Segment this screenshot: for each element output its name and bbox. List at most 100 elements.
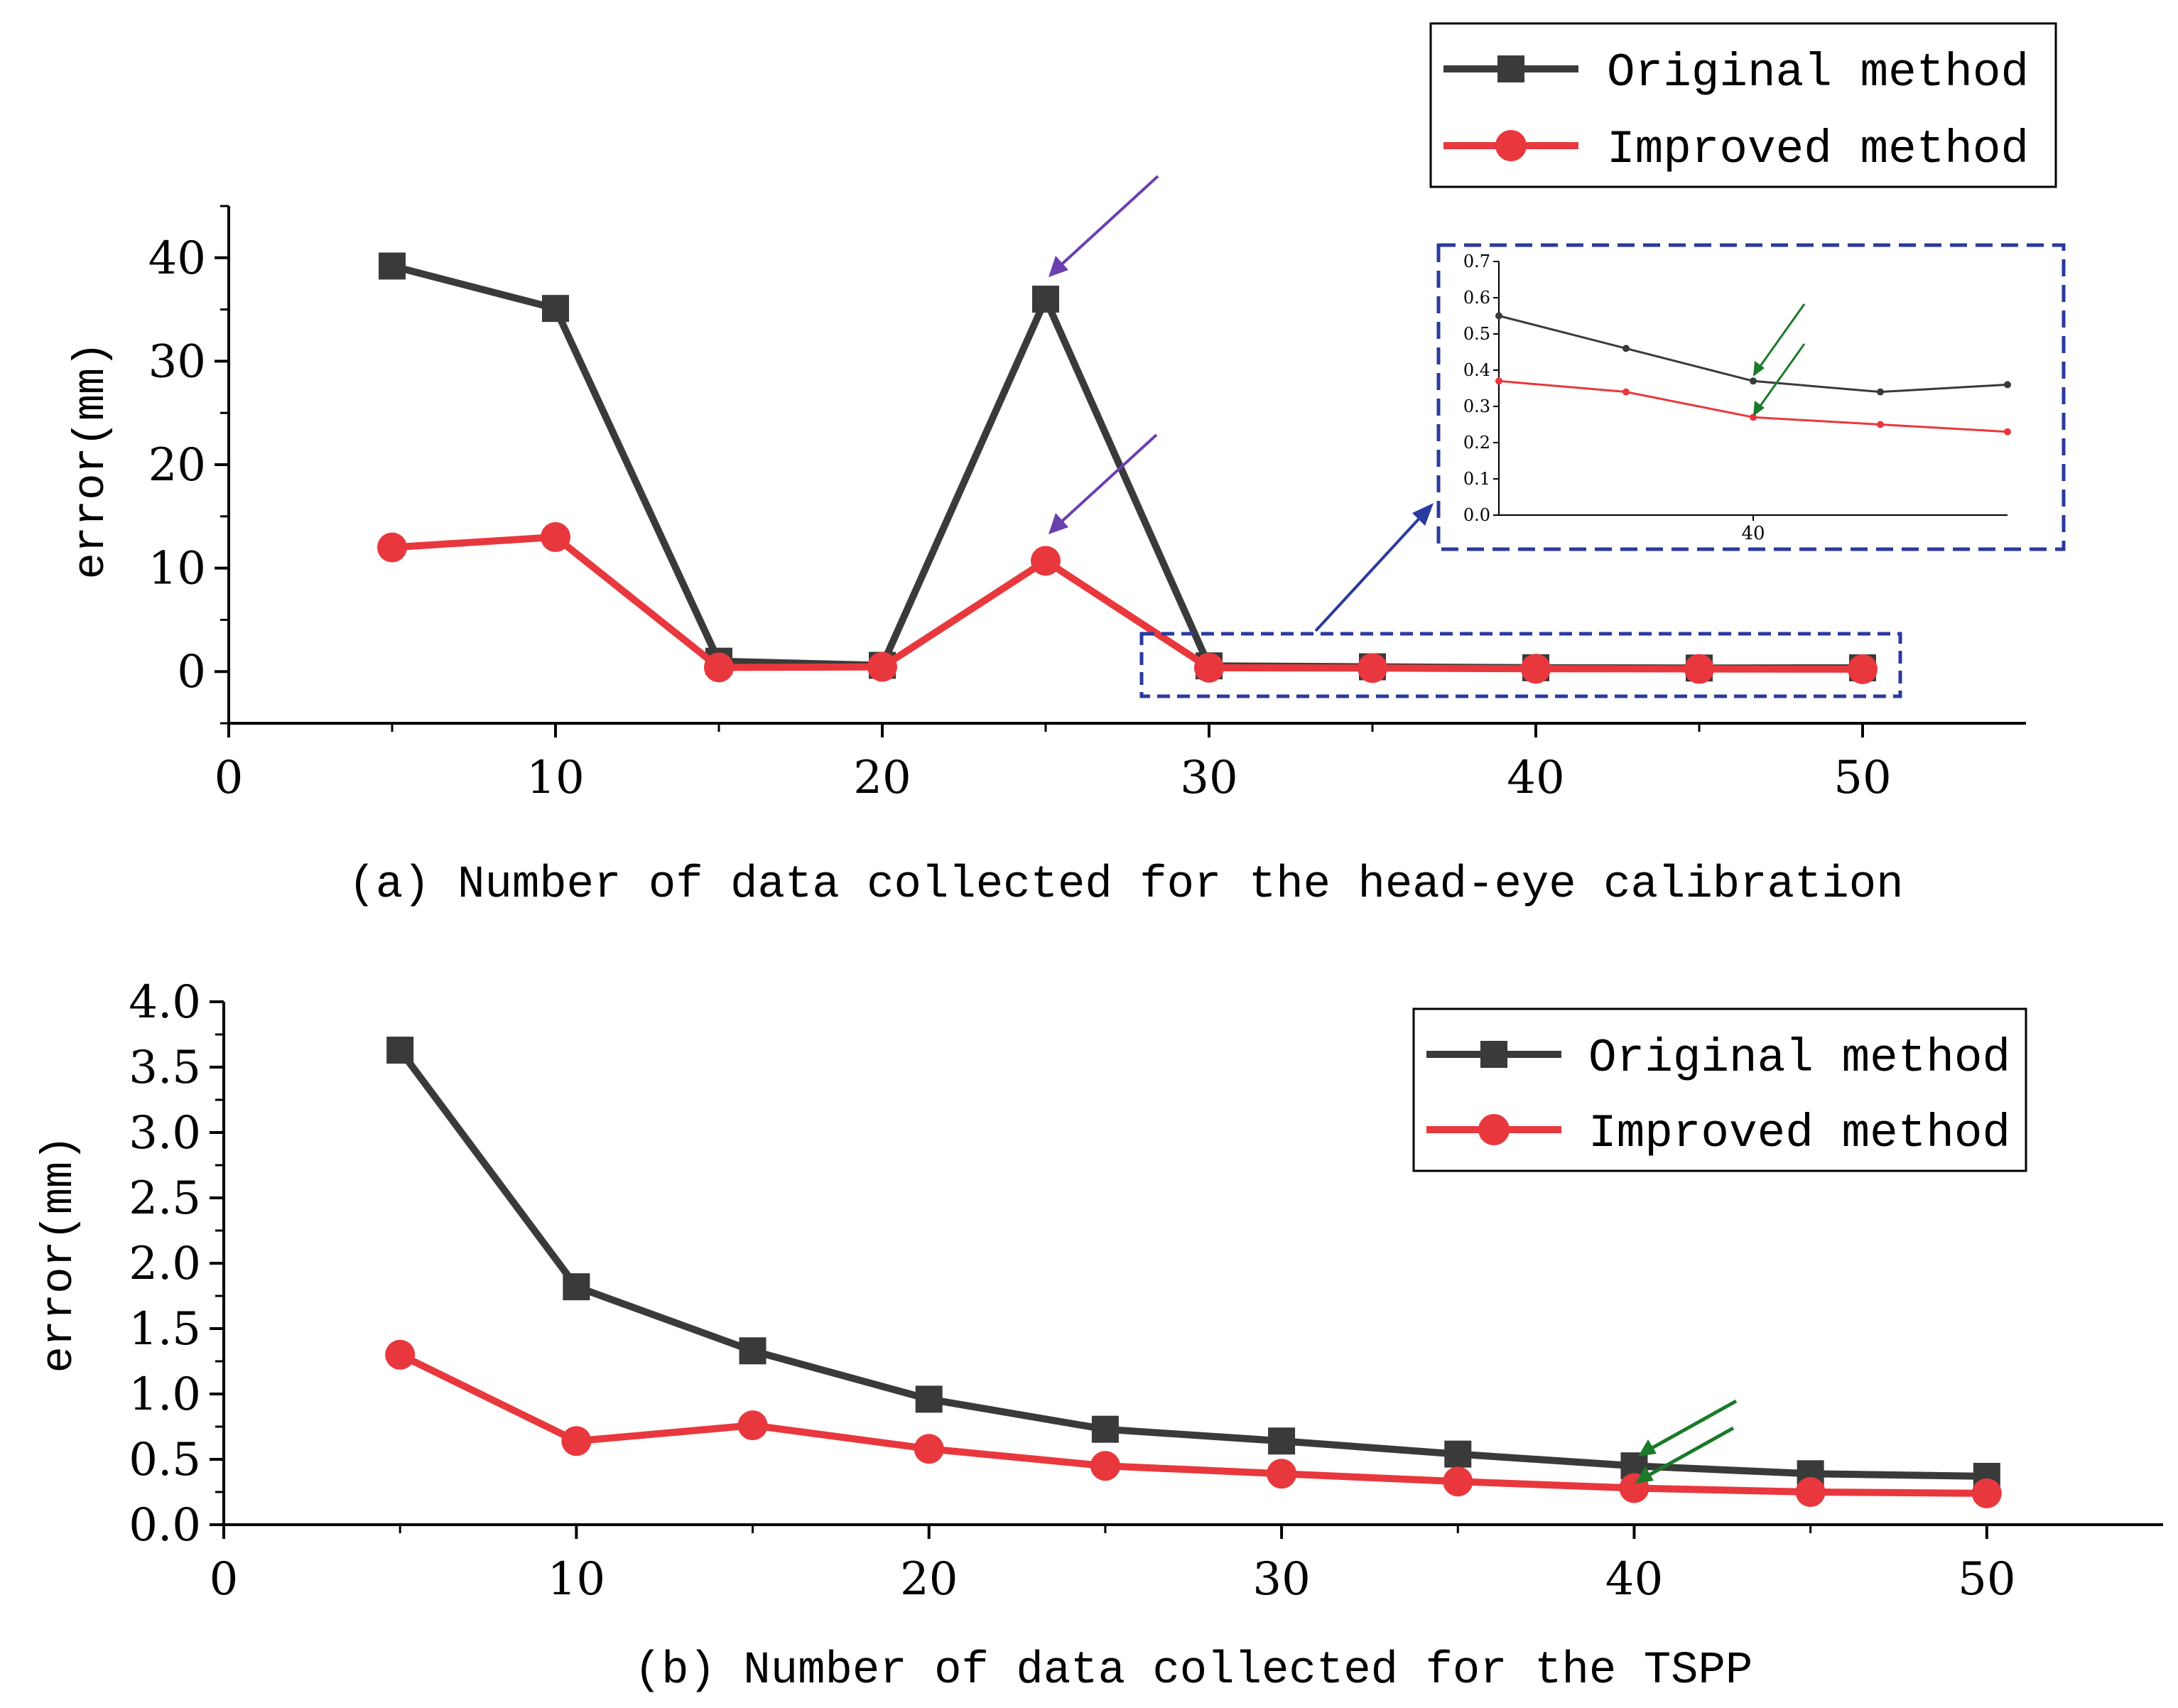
chart-b-y-label: error(mm) [34, 1135, 85, 1373]
x-tick-label: 10 [548, 1553, 605, 1606]
y-tick-label: 2.5 [129, 1172, 201, 1225]
chart-a-improved-line [391, 533, 1863, 673]
y-tick-label: 3.5 [129, 1042, 201, 1094]
chart-b-green-arrow-improved-head [1635, 1466, 1654, 1483]
inset-y-tick-label: 0.4 [1463, 360, 1490, 380]
inset-y-tick-label: 0.3 [1463, 396, 1490, 416]
chart-a-y-label: error(mm) [66, 342, 117, 580]
inset-original-point [1877, 388, 1884, 396]
chart-b-improved-point [914, 1434, 944, 1464]
chart-b-original-point [386, 1037, 414, 1064]
x-tick-label: 30 [1180, 752, 1237, 804]
x-tick-label: 10 [526, 752, 584, 804]
chart-a-improved-point [1848, 654, 1878, 684]
chart-a-improved-point [867, 652, 897, 682]
y-tick-label: 0 [177, 646, 206, 698]
chart-a-legend-frame [1429, 22, 2057, 188]
x-tick-label: 50 [1958, 1553, 2015, 1606]
chart-a-inset-y-ticks: 0.0 0.1 0.2 0.3 0.4 0.5 0.6 0.7 [1463, 252, 1499, 525]
chart-a-zoom-arrow [1314, 512, 1426, 632]
chart-b: 0 10 20 30 40 50 0.00.51.01.52.02.53.03.54.0 … [34, 976, 2163, 1697]
inset-green-arrow-improved [1757, 343, 1806, 409]
x-tick-label: 20 [853, 752, 911, 804]
chart-b-green-arrow-original [1648, 1399, 1738, 1452]
chart-a-purple-arrow-improved-head [1049, 513, 1068, 534]
chart-b-green-arrow-original-head [1638, 1439, 1657, 1456]
inset-original-point [2004, 381, 2011, 389]
chart-b-legend-original-label: Original method [1588, 1032, 2010, 1085]
inset-y-tick-label: 0.2 [1463, 433, 1490, 453]
chart-b-legend-original-marker [1480, 1041, 1507, 1068]
y-tick-label: 0.5 [129, 1434, 201, 1486]
chart-b-improved-point [1443, 1466, 1473, 1497]
x-tick-label: 20 [900, 1553, 958, 1606]
chart-a-inset: 0.0 0.1 0.2 0.3 0.4 0.5 0.6 0.7 40 [1436, 243, 2066, 551]
chart-a-zoom-box [1139, 632, 1902, 698]
inset-improved-point [1750, 414, 1757, 421]
chart-b-x-label: (b) Number of data collected for the TSP… [634, 1645, 1753, 1697]
chart-a-improved-point [1358, 653, 1387, 683]
inset-improved-point [1877, 421, 1884, 428]
chart-b-improved-point [1971, 1478, 2002, 1508]
y-tick-label: 2.0 [129, 1238, 201, 1290]
inset-original-point [1622, 345, 1630, 352]
chart-b-original-line [397, 1048, 1987, 1480]
y-tick-label: 20 [148, 439, 206, 492]
y-tick-label: 0.0 [129, 1499, 201, 1552]
chart-a-legend-improved-marker [1495, 130, 1527, 161]
chart-a-legend-original-label: Original method [1607, 46, 2029, 99]
x-tick-label: 0 [210, 1553, 239, 1606]
x-tick-label: 40 [1507, 752, 1564, 804]
chart-a-x-ticks: 0 10 20 30 40 50 [215, 723, 1892, 804]
chart-b-green-arrow-improved [1645, 1426, 1735, 1479]
chart-a-legend-original-marker [1497, 55, 1524, 82]
y-tick-label: 1.0 [129, 1368, 201, 1421]
chart-b-improved-line [398, 1351, 1987, 1497]
chart-b-original-point [915, 1385, 943, 1413]
y-tick-label: 3.0 [129, 1107, 201, 1160]
chart-b-original-point [739, 1337, 766, 1365]
y-tick-label: 40 [148, 232, 206, 285]
chart-a-x-label: (a) Number of data collected for the hea… [348, 860, 1903, 911]
inset-improved-point [2004, 428, 2011, 436]
chart-b-improved-point [1090, 1451, 1120, 1481]
inset-original-point [1495, 312, 1502, 320]
chart-a-zoom-arrow-head [1412, 503, 1434, 526]
chart-b-original-point [1091, 1415, 1119, 1443]
chart-b-improved-point [561, 1426, 592, 1456]
y-tick-label: 1.5 [129, 1303, 201, 1356]
inset-y-tick-label: 0.0 [1463, 505, 1490, 525]
y-tick-label: 10 [148, 543, 206, 595]
chart-b-legend: Original method Improved method [1412, 1007, 2027, 1172]
chart-a-original-point [1032, 286, 1059, 313]
chart-a-improved-point [541, 521, 570, 552]
chart-a-improved-point [1684, 654, 1714, 684]
chart-b-improved-point [385, 1339, 416, 1370]
y-tick-label: 30 [148, 335, 206, 388]
x-tick-label: 30 [1252, 1553, 1310, 1606]
inset-green-arrow-original-head [1753, 361, 1765, 377]
chart-b-legend-improved-marker [1478, 1114, 1510, 1145]
chart-a-purple-arrow-original-head [1049, 256, 1068, 277]
chart-b-improved-point [1267, 1459, 1297, 1489]
chart-b-improved-point [737, 1410, 768, 1441]
x-tick-label: 50 [1833, 752, 1891, 804]
inset-green-arrow-original [1757, 303, 1806, 369]
chart-a-purple-arrow-improved [1056, 433, 1158, 527]
inset-y-tick-label: 0.1 [1463, 469, 1490, 489]
chart-b-legend-frame [1412, 1007, 2027, 1172]
inset-y-tick-label: 0.6 [1463, 288, 1490, 308]
chart-b-original-point [563, 1273, 590, 1301]
chart-a-legend: Original method Improved method [1429, 22, 2057, 188]
inset-y-tick-label: 0.7 [1463, 252, 1490, 271]
chart-a-original-point [379, 252, 406, 280]
chart-b-legend-improved-label: Improved method [1588, 1107, 2010, 1160]
inset-improved-point [1495, 377, 1502, 385]
inset-y-tick-label: 0.5 [1463, 324, 1490, 344]
chart-a-improved-point [377, 532, 407, 563]
chart-a-inset-x-ticks: 40 [1741, 515, 1765, 544]
y-tick-label: 4.0 [129, 976, 201, 1029]
chart-a-improved-point [1521, 654, 1551, 684]
chart-a-improved-point [1194, 652, 1224, 683]
